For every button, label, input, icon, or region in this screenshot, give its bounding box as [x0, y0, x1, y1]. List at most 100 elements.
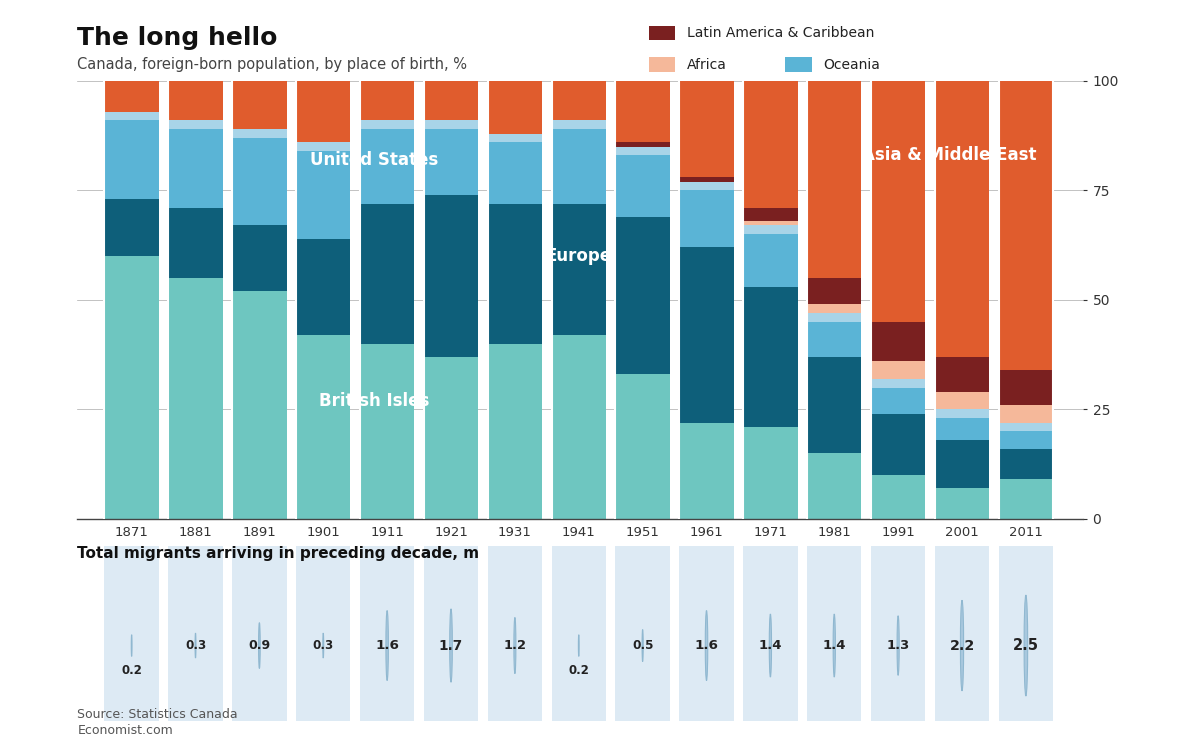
Bar [871, 361, 926, 379]
Bar [807, 313, 862, 322]
Bar [807, 453, 862, 519]
Bar [296, 81, 350, 142]
Circle shape [450, 609, 452, 682]
Bar [871, 475, 926, 519]
Bar [744, 81, 797, 208]
Bar [807, 81, 862, 278]
Bar [998, 546, 1053, 721]
Bar [615, 546, 670, 721]
Bar [615, 146, 670, 155]
Bar [361, 204, 414, 344]
Bar [935, 409, 989, 418]
Bar [679, 81, 734, 177]
Text: 0.2: 0.2 [569, 664, 589, 676]
Bar [488, 344, 541, 519]
Circle shape [833, 614, 835, 677]
Bar [615, 375, 670, 519]
Bar [807, 322, 862, 357]
Bar [168, 278, 223, 519]
Bar [361, 344, 414, 519]
Bar [361, 129, 414, 204]
Bar [935, 440, 989, 488]
Bar [871, 388, 926, 414]
Text: 1.3: 1.3 [887, 639, 909, 652]
Bar [744, 225, 797, 234]
Circle shape [258, 623, 261, 668]
Bar [998, 370, 1053, 405]
Bar [998, 405, 1053, 422]
Bar [105, 81, 158, 112]
Bar [424, 195, 478, 357]
Text: 1.6: 1.6 [695, 639, 719, 652]
Bar [168, 81, 223, 121]
Bar [361, 121, 414, 129]
Bar [744, 234, 797, 287]
Bar [488, 133, 541, 142]
Bar [807, 278, 862, 304]
Bar [296, 335, 350, 519]
Circle shape [897, 616, 900, 676]
Text: 0.3: 0.3 [184, 639, 206, 652]
Circle shape [386, 611, 388, 681]
Bar [998, 431, 1053, 449]
Text: Economist.com: Economist.com [77, 724, 173, 736]
Bar [807, 304, 862, 313]
Bar [232, 138, 287, 225]
Text: 1.2: 1.2 [503, 639, 526, 652]
Bar [105, 112, 158, 121]
Bar [232, 546, 287, 721]
Bar [935, 357, 989, 392]
Bar [168, 129, 223, 208]
Bar [552, 204, 606, 335]
Bar [615, 155, 670, 216]
Bar [552, 81, 606, 121]
Text: 2.5: 2.5 [1013, 638, 1039, 653]
Text: 0.9: 0.9 [249, 639, 270, 652]
Bar [935, 488, 989, 519]
Bar [424, 129, 478, 195]
Bar [679, 182, 734, 191]
Text: Oceania: Oceania [823, 57, 881, 72]
Bar [744, 546, 797, 721]
Bar [424, 357, 478, 519]
Text: British Isles: British Isles [319, 392, 430, 410]
Bar [168, 546, 223, 721]
Bar [998, 449, 1053, 479]
Text: The long hello: The long hello [77, 26, 277, 50]
Text: 2.2: 2.2 [950, 639, 975, 653]
Bar [871, 414, 926, 475]
Bar [232, 291, 287, 519]
Bar [935, 81, 989, 357]
Text: 0.2: 0.2 [121, 664, 142, 676]
Text: 1.4: 1.4 [822, 639, 846, 652]
Bar [744, 208, 797, 221]
Bar [935, 392, 989, 409]
Bar [105, 199, 158, 256]
Bar [615, 142, 670, 146]
Bar [679, 247, 734, 422]
Bar [105, 256, 158, 519]
Bar [168, 121, 223, 129]
Bar [296, 546, 350, 721]
Text: Asia & Middle East: Asia & Middle East [862, 146, 1036, 164]
Bar [488, 204, 541, 344]
Text: 0.3: 0.3 [313, 639, 334, 652]
Bar [744, 221, 797, 225]
Bar [232, 81, 287, 129]
Text: 1.4: 1.4 [759, 639, 782, 652]
Bar [615, 81, 670, 142]
Bar [744, 287, 797, 427]
Bar [105, 546, 158, 721]
Text: Africa: Africa [687, 57, 727, 72]
Circle shape [706, 611, 708, 681]
Bar [998, 479, 1053, 519]
Text: Total migrants arriving in preceding decade, m: Total migrants arriving in preceding dec… [77, 546, 480, 562]
Bar [232, 225, 287, 291]
Bar [871, 81, 926, 322]
Bar [424, 81, 478, 121]
Bar [679, 191, 734, 247]
Bar [296, 151, 350, 238]
Bar [744, 427, 797, 519]
Bar [361, 546, 414, 721]
Bar [807, 546, 862, 721]
